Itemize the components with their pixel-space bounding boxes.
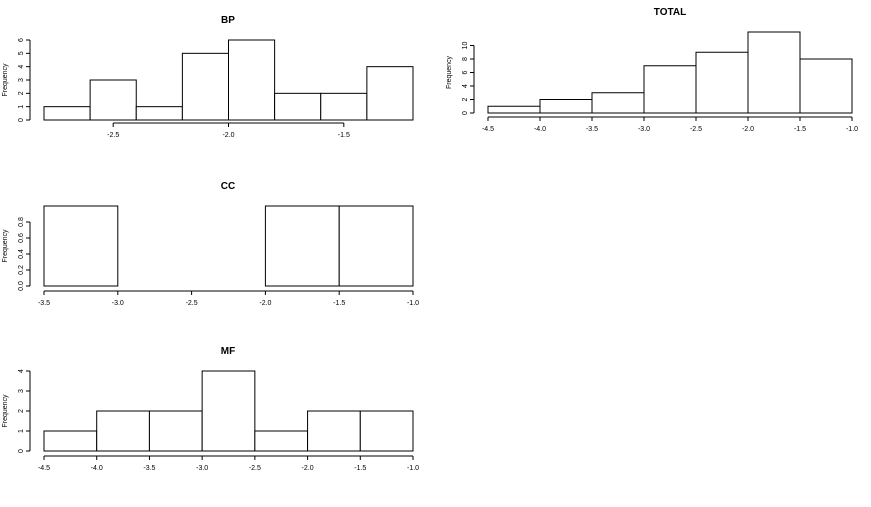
x-tick-label: -2.5 (249, 465, 261, 472)
histogram-bar (320, 92, 368, 121)
x-tick-label: -1.5 (333, 300, 345, 307)
histogram-bar (264, 205, 340, 287)
y-tick-label: 4 (18, 65, 25, 69)
y-axis-label: Frequency (446, 55, 453, 89)
y-axis-label: Frequency (2, 229, 9, 263)
x-tick-label: -1.0 (407, 465, 419, 472)
x-tick-label: -3.0 (638, 126, 650, 133)
y-tick-label: 2 (18, 409, 25, 413)
y-tick-label: 0 (18, 449, 25, 453)
x-tick-label: -2.0 (742, 126, 754, 133)
histogram-bar (695, 51, 749, 114)
chart-title: MF (221, 346, 235, 357)
y-tick-label: 8 (462, 57, 469, 61)
histogram-bar (338, 205, 414, 287)
panel-bp: BP -2.5 -2.0 -1.5 0 1 2 3 4 5 6 Frequency (2, 15, 414, 139)
panel-mf: MF -4.5 -4.0 -3.5 -3.0 -2.5 -2.0 -1.5 -1.0 0 1 2 3 4 F… (2, 346, 419, 472)
y-tick-label: 0.8 (18, 217, 25, 227)
y-tick-label: 0 (18, 118, 25, 122)
histogram-bar (43, 106, 91, 121)
y-tick-label: 10 (462, 42, 469, 50)
histogram-bar (307, 410, 361, 452)
histogram-bar (643, 65, 697, 114)
histogram-bar (539, 99, 593, 114)
chart-title: BP (221, 15, 235, 26)
histogram-bar (135, 106, 183, 121)
histogram-bar (201, 370, 256, 452)
x-tick-label: -1.5 (354, 465, 366, 472)
y-tick-label: 3 (18, 389, 25, 393)
histogram-bar (181, 52, 229, 121)
y-tick-label: 0.0 (18, 281, 25, 291)
x-tick-label: -4.5 (482, 126, 494, 133)
y-tick-label: 6 (462, 70, 469, 74)
x-tick-label: -2.5 (186, 300, 198, 307)
y-tick-label: 2 (462, 97, 469, 101)
x-tick-label: -1.5 (338, 132, 350, 139)
y-tick-label: 5 (18, 51, 25, 55)
x-tick-label: -4.0 (91, 465, 103, 472)
x-tick-label: -3.5 (38, 300, 50, 307)
x-tick-label: -2.5 (107, 132, 119, 139)
histogram-bar (591, 92, 645, 114)
y-tick-label: 1 (18, 429, 25, 433)
x-tick-label: -2.0 (302, 465, 314, 472)
x-tick-label: -1.0 (407, 300, 419, 307)
chart-title: TOTAL (654, 7, 686, 18)
histogram-bar (487, 105, 541, 114)
histogram-bar (799, 58, 853, 114)
y-tick-label: 0.2 (18, 265, 25, 275)
panel-total: TOTAL -4.5 -4.0 -3.5 -3.0 -2.5 -2.0 -1.5 -1.0 0 2 4… (446, 7, 858, 133)
x-tick-label: -1.5 (794, 126, 806, 133)
y-tick-label: 1 (18, 105, 25, 109)
y-tick-label: 0.6 (18, 233, 25, 243)
x-tick-label: -2.0 (222, 132, 234, 139)
panel-cc: CC -3.5 -3.0 -2.5 -2.0 -1.5 -1.0 0.0 0.2 0.4 0.6 0.… (2, 181, 419, 307)
histogram-bar (43, 205, 119, 287)
x-tick-label: -1.0 (846, 126, 858, 133)
x-tick-label: -3.5 (143, 465, 155, 472)
histogram-bar (96, 410, 150, 452)
y-tick-label: 0.4 (18, 249, 25, 259)
histogram-bar (359, 410, 414, 452)
histogram-bar (43, 430, 98, 452)
histogram-bar (366, 66, 414, 121)
y-tick-label: 2 (18, 91, 25, 95)
x-tick-label: -4.5 (38, 465, 50, 472)
x-tick-label: -4.0 (534, 126, 546, 133)
histogram-bar (89, 79, 137, 121)
y-axis-label: Frequency (2, 63, 9, 97)
histogram-bar (747, 31, 801, 114)
histogram-bar (274, 92, 322, 121)
histogram-bar (228, 39, 276, 121)
x-tick-label: -3.0 (196, 465, 208, 472)
y-tick-label: 6 (18, 38, 25, 42)
x-tick-label: -3.5 (586, 126, 598, 133)
y-tick-label: 0 (462, 111, 469, 115)
histogram-bar (148, 410, 203, 452)
chart-title: CC (221, 181, 235, 192)
y-tick-label: 4 (462, 84, 469, 88)
x-tick-label: -2.0 (259, 300, 271, 307)
y-axis-label: Frequency (2, 394, 9, 428)
y-tick-label: 4 (18, 369, 25, 373)
histogram-bar (254, 430, 309, 452)
x-tick-label: -2.5 (690, 126, 702, 133)
y-tick-label: 3 (18, 78, 25, 82)
x-tick-label: -3.0 (112, 300, 124, 307)
